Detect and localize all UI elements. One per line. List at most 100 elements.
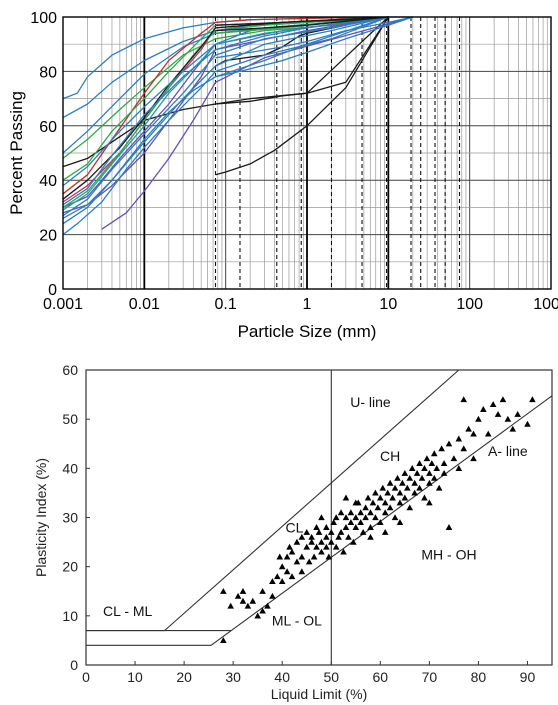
data-point bbox=[325, 553, 333, 560]
data-point bbox=[489, 401, 497, 408]
data-point bbox=[440, 460, 448, 467]
data-point bbox=[413, 469, 421, 476]
data-point bbox=[421, 465, 428, 471]
data-point bbox=[440, 469, 448, 476]
data-point bbox=[470, 455, 477, 462]
grain-size-x-axis-label: Particle Size (mm) bbox=[238, 322, 377, 341]
gradation-curve bbox=[62, 16, 389, 195]
data-point bbox=[394, 474, 401, 481]
plasticity-x-axis-label: Liquid Limit (%) bbox=[271, 686, 367, 702]
plasticity-points bbox=[220, 396, 536, 644]
data-point bbox=[254, 612, 261, 619]
x-tick-label: 60 bbox=[373, 669, 389, 685]
data-point bbox=[418, 474, 426, 481]
x-tick-label: 90 bbox=[520, 669, 536, 685]
data-point bbox=[347, 519, 355, 526]
data-point bbox=[308, 538, 315, 545]
data-point bbox=[367, 533, 374, 540]
data-point bbox=[509, 425, 517, 432]
y-tick-label: 0 bbox=[48, 282, 57, 299]
data-point bbox=[249, 597, 257, 604]
data-point bbox=[391, 484, 399, 491]
data-point bbox=[411, 479, 418, 486]
data-point bbox=[293, 558, 301, 565]
data-point bbox=[293, 538, 301, 545]
data-point bbox=[416, 460, 423, 467]
data-point bbox=[377, 519, 384, 526]
data-point bbox=[460, 445, 468, 452]
zone-label: U- line bbox=[350, 394, 391, 410]
gradation-curve bbox=[62, 16, 389, 208]
data-point bbox=[494, 410, 502, 417]
y-tick-label: 20 bbox=[39, 228, 57, 245]
data-point bbox=[362, 514, 369, 521]
data-point bbox=[421, 494, 428, 501]
y-tick-label: 30 bbox=[62, 510, 78, 526]
data-point bbox=[335, 533, 342, 540]
data-point bbox=[374, 504, 382, 511]
y-tick-label: 60 bbox=[62, 362, 78, 378]
data-point bbox=[278, 563, 286, 570]
data-point bbox=[455, 465, 463, 471]
data-point bbox=[381, 499, 389, 506]
x-tick-label: 50 bbox=[323, 669, 339, 685]
plasticity-reference-lines bbox=[86, 369, 553, 665]
x-tick-label: 0.1 bbox=[215, 296, 237, 313]
data-point bbox=[445, 440, 453, 447]
data-point bbox=[276, 553, 284, 560]
gradation-curve bbox=[62, 16, 389, 219]
data-point bbox=[445, 524, 453, 530]
data-point bbox=[318, 538, 325, 545]
data-point bbox=[278, 578, 286, 585]
data-point bbox=[381, 528, 389, 535]
data-point bbox=[323, 524, 330, 530]
data-point bbox=[408, 465, 416, 471]
data-point bbox=[269, 592, 276, 599]
x-tick-label: 30 bbox=[225, 669, 241, 685]
data-point bbox=[480, 406, 487, 412]
data-point bbox=[269, 578, 276, 585]
y-tick-label: 60 bbox=[39, 119, 57, 136]
data-point bbox=[524, 420, 531, 427]
y-tick-label: 10 bbox=[62, 608, 78, 624]
data-point bbox=[416, 484, 423, 491]
data-point bbox=[323, 543, 330, 550]
data-point bbox=[372, 489, 379, 496]
data-point bbox=[357, 519, 364, 526]
data-point bbox=[435, 484, 443, 491]
y-tick-label: 0 bbox=[70, 657, 78, 673]
data-point bbox=[364, 494, 372, 501]
plasticity-tick-labels: 0 10 20 30 40 50 60 70 80 90 0 10 20 30 40 50 60 bbox=[62, 362, 535, 685]
data-point bbox=[264, 602, 271, 609]
gradation-curve bbox=[215, 16, 389, 176]
data-point bbox=[381, 509, 389, 516]
data-point bbox=[303, 528, 311, 535]
data-point bbox=[352, 514, 360, 521]
data-point bbox=[330, 519, 338, 526]
data-point bbox=[369, 499, 377, 506]
data-point bbox=[259, 607, 266, 614]
data-point bbox=[318, 514, 325, 521]
data-point bbox=[244, 602, 252, 609]
data-point bbox=[337, 528, 345, 535]
data-point bbox=[460, 396, 468, 403]
data-point bbox=[426, 469, 433, 476]
x-tick-label: 10 bbox=[127, 669, 143, 685]
x-tick-label: 20 bbox=[176, 669, 192, 685]
data-point bbox=[342, 514, 350, 521]
data-point bbox=[283, 553, 291, 560]
data-point bbox=[342, 524, 350, 530]
grain-size-curves bbox=[62, 16, 414, 236]
data-point bbox=[298, 553, 306, 560]
data-point bbox=[239, 597, 247, 604]
x-tick-label: 1 bbox=[303, 296, 312, 313]
data-point bbox=[430, 474, 438, 481]
gradation-curve bbox=[215, 16, 414, 78]
data-point bbox=[357, 509, 364, 516]
data-point bbox=[359, 528, 367, 535]
x-tick-label: 80 bbox=[471, 669, 487, 685]
y-tick-label: 50 bbox=[62, 411, 78, 427]
gradation-curve bbox=[101, 16, 413, 230]
